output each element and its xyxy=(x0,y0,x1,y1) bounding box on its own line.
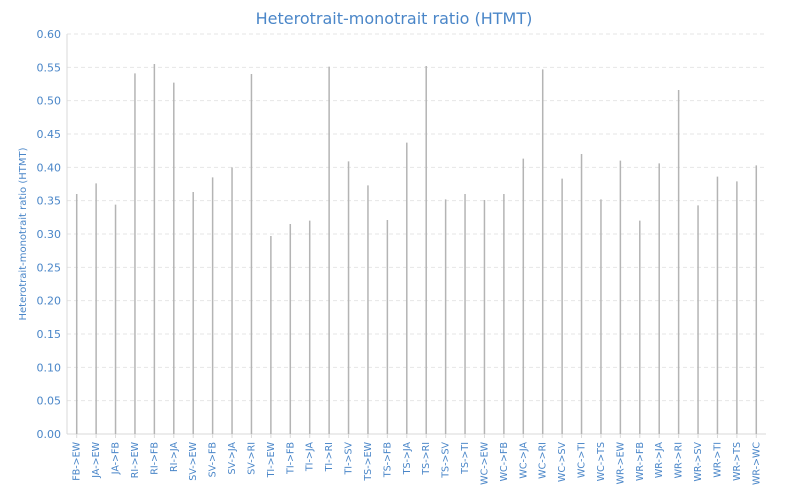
y-tick-label: 0.20 xyxy=(37,295,62,308)
x-tick-label: TS->FB xyxy=(382,442,393,478)
x-tick-label: JA->EW xyxy=(91,441,102,478)
y-tick-labels: 0.00 0.05 0.10 0.15 0.20 0.25 0.30 0.35 0.40 0.45… xyxy=(37,28,62,441)
x-tick-label: WR->EW xyxy=(615,441,626,484)
axes xyxy=(66,34,766,438)
x-tick-labels: FB->EW JA->EW JA->FB RI->EW RI->FB RI->JA SV->… xyxy=(72,441,763,485)
y-tick-label: 0.25 xyxy=(37,261,62,274)
x-tick-label: TS->RI xyxy=(421,442,432,476)
y-tick-label: 0.45 xyxy=(37,128,62,141)
x-tick-label: WR->SV xyxy=(693,442,704,482)
y-tick-label: 0.30 xyxy=(37,228,62,241)
x-tick-label: JA->FB xyxy=(111,442,122,475)
x-tick-label: RI->JA xyxy=(169,442,180,472)
y-axis-label: Heterotrait-monotrait ratio (HTMT) xyxy=(18,147,29,320)
y-tick-label: 0.55 xyxy=(37,61,62,74)
x-tick-label: WR->JA xyxy=(654,442,665,479)
x-tick-label: WC->TI xyxy=(577,442,588,478)
x-tick-label: WC->EW xyxy=(479,441,490,484)
y-tick-label: 0.35 xyxy=(37,195,62,208)
chart-title: Heterotrait-monotrait ratio (HTMT) xyxy=(256,9,533,28)
x-tick-label: WR->RI xyxy=(674,442,685,478)
x-tick-label: SV->FB xyxy=(208,442,219,477)
y-tick-label: 0.15 xyxy=(37,328,62,341)
x-tick-label: RI->EW xyxy=(130,441,141,478)
x-tick-label: TI->EW xyxy=(266,441,277,478)
x-tick-label: TS->TI xyxy=(460,442,471,475)
x-tick-label: WC->RI xyxy=(538,442,549,479)
y-tick-label: 0.00 xyxy=(37,428,62,441)
x-tick-label: FB->EW xyxy=(72,441,83,480)
x-tick-label: WR->WC xyxy=(751,442,762,485)
x-tick-label: SV->RI xyxy=(246,442,257,475)
x-tick-label: WC->SV xyxy=(557,442,568,482)
x-tick-label: RI->FB xyxy=(149,442,160,475)
x-tick-label: WC->FB xyxy=(499,442,510,481)
x-tick-label: WR->FB xyxy=(635,442,646,481)
y-tick-label: 0.40 xyxy=(37,161,62,174)
y-tick-label: 0.60 xyxy=(37,28,62,41)
y-tick-label: 0.05 xyxy=(37,395,62,408)
grid-lines xyxy=(67,33,766,402)
bars xyxy=(75,64,758,434)
x-tick-label: TS->SV xyxy=(441,442,452,479)
x-tick-label: TS->EW xyxy=(363,441,374,481)
x-tick-label: WR->TI xyxy=(712,442,723,478)
x-tick-label: TI->FB xyxy=(285,442,296,475)
x-tick-label: TI->SV xyxy=(344,442,355,476)
x-tick-label: TI->RI xyxy=(324,442,335,472)
x-tick-label: WC->JA xyxy=(518,442,529,479)
x-tick-label: WR->TS xyxy=(732,442,743,481)
x-tick-label: SV->EW xyxy=(188,441,199,480)
x-tick-label: SV->JA xyxy=(227,442,238,475)
y-tick-label: 0.50 xyxy=(37,95,62,108)
x-tick-label: TS->JA xyxy=(402,442,413,476)
x-tick-label: TI->JA xyxy=(305,442,316,473)
y-tick-label: 0.10 xyxy=(37,361,62,374)
x-tick-label: WC->TS xyxy=(596,442,607,481)
